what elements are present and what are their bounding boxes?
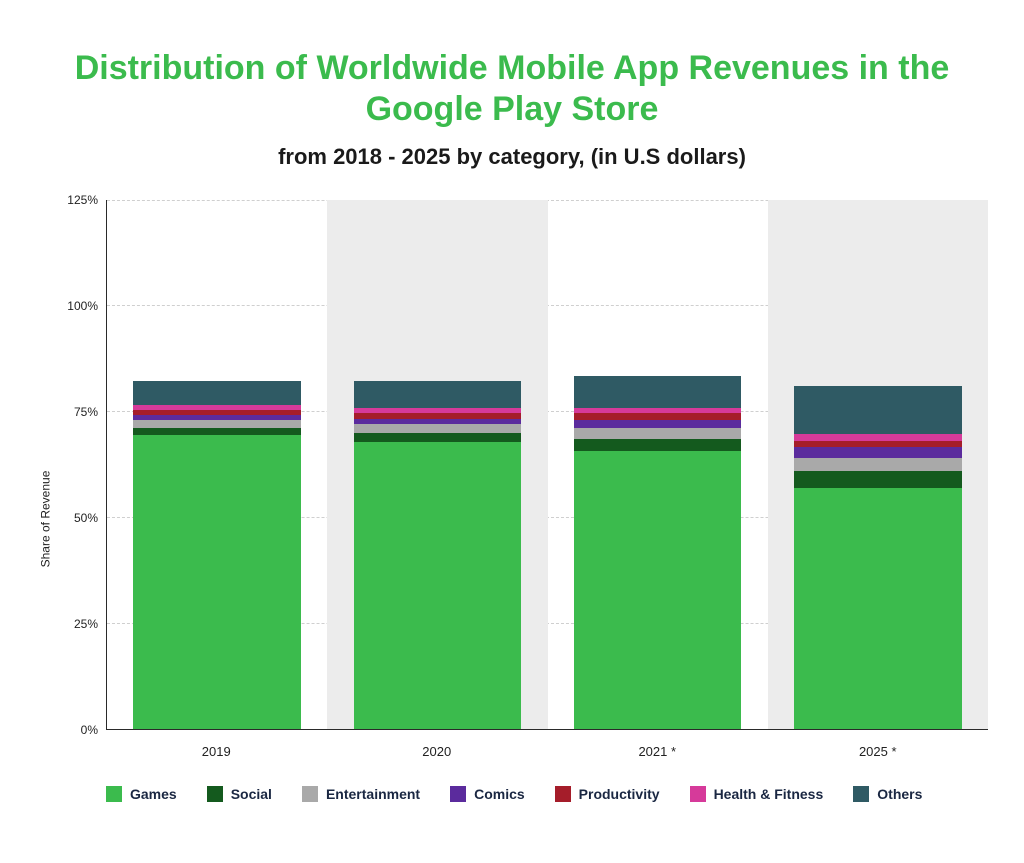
- x-tick-label: 2020: [327, 730, 548, 766]
- stacked-bar: [794, 303, 961, 729]
- legend-item: Health & Fitness: [690, 786, 824, 802]
- bar-segment: [794, 434, 961, 441]
- y-tick-label: 0%: [58, 723, 98, 737]
- bar-segment: [574, 420, 741, 428]
- bar-segment: [133, 428, 300, 436]
- bar-segment: [133, 405, 300, 410]
- plot-row: 0%25%50%75%100%125%: [56, 200, 988, 730]
- bar-segment: [354, 424, 521, 433]
- bar-segment: [794, 447, 961, 457]
- chart-subtitle: from 2018 - 2025 by category, (in U.S do…: [36, 144, 988, 170]
- legend: Games Social Entertainment Comics Productivi…: [106, 786, 988, 802]
- stacked-bar: [133, 300, 300, 729]
- bar-segment: [133, 381, 300, 405]
- bar-slot: [327, 200, 547, 729]
- bar-segment: [133, 410, 300, 415]
- chart-title: Distribution of Worldwide Mobile App Rev…: [36, 48, 988, 130]
- x-tick-label: 2025 *: [768, 730, 989, 766]
- bar-segment: [354, 442, 521, 728]
- bar-slot: [768, 200, 988, 729]
- bar-segment: [574, 408, 741, 414]
- bar-segment: [574, 439, 741, 451]
- legend-label: Comics: [474, 786, 525, 802]
- legend-item: Comics: [450, 786, 525, 802]
- y-tick-label: 25%: [58, 617, 98, 631]
- stacked-bar: [354, 300, 521, 729]
- y-tick-label: 125%: [58, 193, 98, 207]
- bar-segment: [354, 433, 521, 442]
- bar-segment: [133, 415, 300, 420]
- legend-item: Productivity: [555, 786, 660, 802]
- bar-segment: [354, 408, 521, 413]
- chart-wrap: Share of Revenue 0%25%50%75%100%125% 201…: [36, 200, 988, 839]
- y-axis-label: Share of Revenue: [39, 471, 53, 568]
- y-axis: 0%25%50%75%100%125%: [56, 200, 106, 730]
- bar-segment: [794, 471, 961, 487]
- plot-area: [106, 200, 988, 730]
- legend-item: Social: [207, 786, 272, 802]
- bar-segment: [574, 413, 741, 419]
- bar-segment: [133, 420, 300, 428]
- legend-swatch: [106, 786, 122, 802]
- bar-segment: [574, 376, 741, 408]
- legend-label: Health & Fitness: [714, 786, 824, 802]
- y-tick-label: 50%: [58, 511, 98, 525]
- legend-swatch: [853, 786, 869, 802]
- chart-container: Distribution of Worldwide Mobile App Rev…: [0, 0, 1024, 863]
- bar-segment: [133, 435, 300, 728]
- legend-label: Entertainment: [326, 786, 420, 802]
- legend-label: Social: [231, 786, 272, 802]
- x-tick-label: 2021 *: [547, 730, 768, 766]
- ylabel-wrap: Share of Revenue: [36, 200, 56, 839]
- bar-segment: [354, 413, 521, 418]
- bar-segment: [794, 441, 961, 448]
- bar-segment: [794, 458, 961, 472]
- legend-item: Games: [106, 786, 177, 802]
- legend-item: Entertainment: [302, 786, 420, 802]
- legend-item: Others: [853, 786, 922, 802]
- y-tick-label: 100%: [58, 299, 98, 313]
- bar-slot: [107, 200, 327, 729]
- bar-segment: [574, 451, 741, 729]
- legend-label: Others: [877, 786, 922, 802]
- legend-swatch: [555, 786, 571, 802]
- y-tick-label: 75%: [58, 405, 98, 419]
- bar-segment: [574, 428, 741, 439]
- chart-area: 0%25%50%75%100%125% 201920202021 *2025 *…: [56, 200, 988, 839]
- bar-segment: [354, 419, 521, 424]
- legend-label: Games: [130, 786, 177, 802]
- bar-segment: [794, 386, 961, 434]
- bar-segment: [354, 381, 521, 408]
- bar-segment: [794, 488, 961, 729]
- legend-swatch: [450, 786, 466, 802]
- bar-slot: [548, 200, 768, 729]
- legend-swatch: [207, 786, 223, 802]
- legend-swatch: [690, 786, 706, 802]
- x-axis: 201920202021 *2025 *: [106, 730, 988, 766]
- legend-swatch: [302, 786, 318, 802]
- x-tick-label: 2019: [106, 730, 327, 766]
- legend-label: Productivity: [579, 786, 660, 802]
- stacked-bar: [574, 297, 741, 729]
